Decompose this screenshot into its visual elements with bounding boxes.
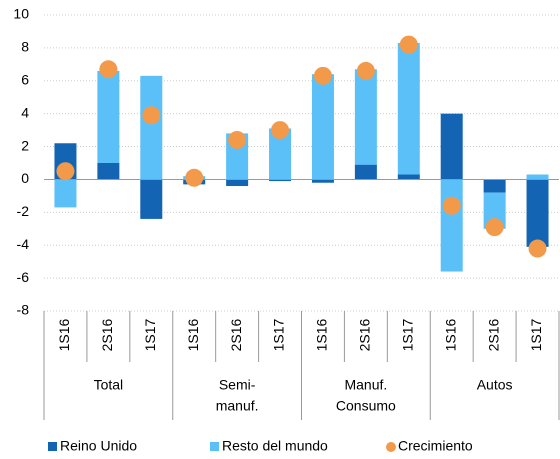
x-tick-label: 1S17: [528, 318, 544, 351]
point: [142, 106, 161, 125]
bar: [140, 179, 163, 219]
legend-swatch: [386, 442, 396, 452]
legend-swatch: [210, 442, 219, 451]
y-tick-label: -4: [17, 236, 30, 252]
point: [399, 35, 418, 54]
y-tick-label: 2: [21, 137, 29, 153]
y-tick-label: 8: [21, 39, 29, 55]
bar: [526, 179, 549, 247]
point: [356, 61, 375, 80]
point: [185, 168, 204, 187]
y-tick-label: -8: [17, 302, 30, 318]
bar: [483, 179, 506, 193]
bar: [311, 179, 334, 183]
y-tick-label: 0: [21, 170, 29, 186]
point: [528, 239, 547, 258]
legend-swatch: [48, 442, 57, 451]
bar: [483, 192, 506, 229]
y-tick-label: -2: [17, 203, 30, 219]
group-label: Consumo: [336, 398, 396, 414]
bar: [526, 174, 549, 180]
legend-label: Crecimiento: [398, 438, 473, 454]
bar: [97, 163, 120, 180]
bar: [397, 42, 420, 175]
bar: [269, 128, 292, 180]
y-tick-label: -6: [17, 269, 30, 285]
bar: [440, 179, 463, 272]
y-tick-label: 6: [21, 71, 29, 87]
bar: [440, 113, 463, 180]
group-label: Autos: [477, 377, 513, 393]
y-tick-label: 10: [13, 6, 29, 22]
bar: [269, 179, 292, 182]
legend-label: Reino Unido: [60, 438, 137, 454]
x-tick-label: 1S17: [399, 318, 415, 351]
point: [56, 162, 75, 181]
bar: [397, 174, 420, 180]
x-tick-label: 1S17: [142, 318, 158, 351]
point: [485, 218, 504, 237]
x-tick-label: 1S17: [271, 318, 287, 351]
x-tick-label: 2S16: [99, 318, 115, 351]
point: [271, 121, 290, 140]
legend-label: Resto del mundo: [222, 438, 328, 454]
bar: [140, 75, 163, 180]
x-tick-label: 2S16: [357, 318, 373, 351]
bar: [97, 70, 120, 163]
group-label: manuf.: [216, 398, 259, 414]
x-tick-label: 2S16: [485, 318, 501, 351]
point: [313, 66, 332, 85]
group-label: Total: [94, 377, 124, 393]
x-tick-label: 1S16: [314, 318, 330, 351]
y-tick-label: 4: [21, 104, 29, 120]
bar: [354, 164, 377, 180]
bar: [311, 74, 334, 180]
x-tick-label: 1S16: [56, 318, 72, 351]
bar: [54, 179, 77, 208]
point: [99, 60, 118, 79]
group-label: Semi-: [219, 377, 256, 393]
x-tick-label: 1S16: [185, 318, 201, 351]
bar: [354, 69, 377, 165]
x-tick-label: 1S16: [442, 318, 458, 351]
bar: [226, 179, 249, 187]
group-label: Manuf.: [344, 377, 387, 393]
x-tick-label: 2S16: [228, 318, 244, 351]
point: [228, 130, 247, 149]
point: [442, 196, 461, 215]
